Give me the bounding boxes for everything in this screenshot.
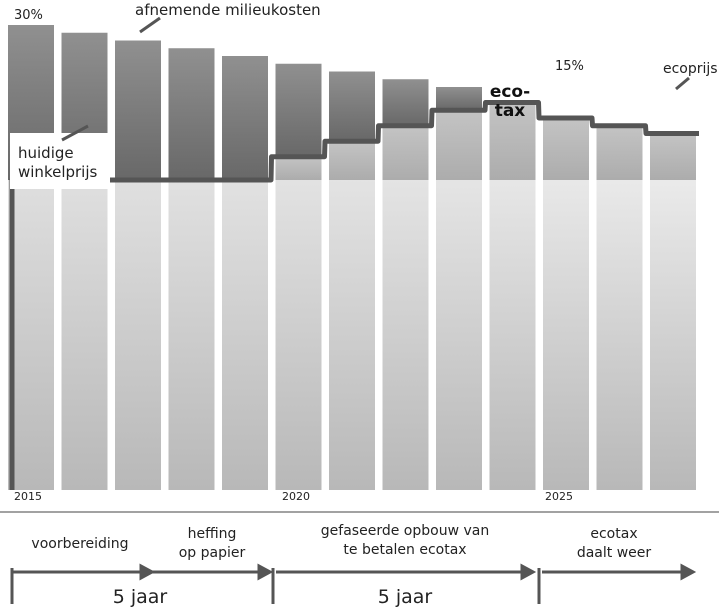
arrow-1-head [139,563,156,581]
phase-4-label-line1: ecotax [590,526,637,542]
year-2015: 2015 [14,490,42,503]
bar-cost-segment-2019 [222,56,268,180]
ecotax-label-line2: tax [495,101,526,121]
bar-ecotax-segment-2023 [436,110,482,180]
bar-ecotax-segment-2027 [650,133,696,180]
bar-ecotax-segment-2024 [489,102,536,180]
bar-cost-segment-2017 [115,40,161,180]
duration-1-label: 5 jaar [113,586,168,608]
year-2025: 2025 [545,490,573,503]
phase-4-label-line2: daalt weer [577,545,652,561]
environmental-costs-label: afnemende milieukosten [135,1,321,19]
arrow-3-head [520,563,537,581]
current-price-label-line2: winkelprijs [18,163,98,181]
timeline-arrows [10,563,697,604]
phase-2-label-line1: heffing [188,526,237,542]
environmental-costs-pointer [139,16,161,34]
ecotax-label-line1: eco- [490,82,530,102]
year-2020: 2020 [282,490,310,503]
bar-ecotax-segment-2021 [329,141,375,180]
pct-30-label: 30% [14,8,43,23]
bar-cost-segment-2022 [382,79,429,126]
phase-3-label-line2: te betalen ecotax [343,542,466,558]
current-price-label-bg [10,133,110,189]
arrow-4-head [680,563,697,581]
phase-1-label: voorbereiding [31,536,128,552]
ecoprice-line [9,100,699,490]
ecoprice-pointer [675,76,690,91]
current-price-label-line1: huidige [18,144,74,162]
bar-2026 [596,125,643,490]
bar-2027 [650,133,696,490]
bar-ecotax-segment-2022 [382,125,429,180]
bar-cost-segment-2023 [436,87,482,111]
pct-15-label: 15% [555,59,584,74]
bar-ecotax-segment-2020 [275,156,322,180]
bar-ecotax-segment-2026 [596,125,643,180]
bar-cost-segment-2020 [275,63,322,157]
phase-2-label-line2: op papier [179,545,246,561]
phase-3-label-line1: gefaseerde opbouw van [321,523,489,539]
bars-group [8,25,696,490]
bar-ecotax-segment-2025 [543,118,589,180]
bar-cost-segment-2021 [329,71,375,142]
bar-cost-segment-2018 [168,48,215,180]
current-price-pointer [61,124,89,142]
ecoprice-label: ecoprijs [663,61,718,77]
arrow-2-head [257,563,274,581]
duration-2-label: 5 jaar [378,586,433,608]
